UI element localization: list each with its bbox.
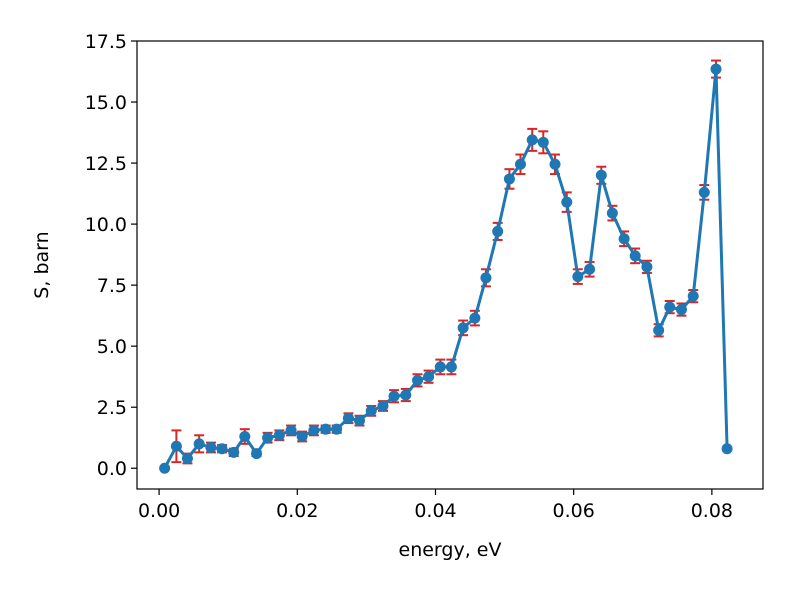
- data-point: [537, 136, 549, 148]
- data-point: [342, 412, 354, 424]
- data-point: [629, 250, 641, 262]
- data-point: [400, 389, 412, 401]
- data-point: [503, 173, 515, 185]
- markers: [159, 63, 733, 474]
- data-point: [561, 196, 573, 208]
- data-point: [388, 390, 400, 402]
- data-point: [239, 431, 251, 443]
- y-tick-label: 2.5: [97, 397, 127, 419]
- data-point: [584, 263, 596, 275]
- data-point: [469, 312, 481, 324]
- data-point: [331, 423, 343, 435]
- data-point: [675, 304, 687, 316]
- data-point: [159, 462, 171, 474]
- data-point: [698, 186, 710, 198]
- data-point: [710, 63, 722, 75]
- y-tick-label: 10.0: [85, 214, 127, 236]
- data-point: [480, 272, 492, 284]
- data-point: [251, 448, 263, 460]
- y-axis-ticks: 0.0 2.5 5.0 7.5 10.0 12.5 15.0 17.5: [85, 31, 137, 480]
- data-point: [285, 424, 297, 436]
- data-point: [641, 261, 653, 273]
- data-point: [365, 405, 377, 417]
- data-point: [572, 271, 584, 283]
- y-tick-label: 0.0: [97, 458, 127, 480]
- data-point: [216, 443, 228, 455]
- plot-area: [137, 41, 763, 489]
- data-point: [353, 415, 365, 427]
- x-tick-label: 0.08: [691, 500, 733, 522]
- data-point: [514, 158, 526, 170]
- data-point: [273, 429, 285, 441]
- y-axis-label: S, barn: [31, 231, 53, 298]
- data-point: [181, 452, 193, 464]
- y-tick-label: 7.5: [97, 275, 127, 297]
- data-point: [228, 446, 240, 458]
- data-point: [412, 374, 424, 386]
- data-point: [549, 158, 561, 170]
- y-tick-label: 12.5: [85, 153, 127, 175]
- x-axis-ticks: 0.00 0.02 0.04 0.06 0.08: [138, 489, 733, 522]
- x-tick-label: 0.06: [553, 500, 595, 522]
- data-point: [423, 371, 435, 383]
- data-point: [457, 322, 469, 334]
- x-tick-label: 0.00: [138, 500, 180, 522]
- x-axis-label: energy, eV: [399, 539, 502, 561]
- plot-frame: [136, 40, 764, 490]
- x-tick-label: 0.02: [276, 500, 318, 522]
- y-tick-label: 5.0: [97, 336, 127, 358]
- data-point: [308, 424, 320, 436]
- x-tick-label: 0.04: [414, 500, 456, 522]
- data-point: [618, 233, 630, 245]
- y-tick-label: 15.0: [85, 92, 127, 114]
- data-point: [664, 301, 676, 313]
- y-tick-label: 17.5: [85, 31, 127, 53]
- data-point: [595, 169, 607, 181]
- data-point: [526, 134, 538, 146]
- data-point: [721, 443, 733, 455]
- data-point: [377, 400, 389, 412]
- data-point: [445, 361, 457, 373]
- data-point: [320, 423, 332, 435]
- data-point: [492, 225, 504, 237]
- data-point: [262, 432, 274, 444]
- data-point: [687, 290, 699, 302]
- data-point: [434, 361, 446, 373]
- data-point: [296, 431, 308, 443]
- data-point: [170, 440, 182, 452]
- data-point: [205, 441, 217, 453]
- data-point: [653, 324, 665, 336]
- data-point: [606, 207, 618, 219]
- data-point: [193, 438, 205, 450]
